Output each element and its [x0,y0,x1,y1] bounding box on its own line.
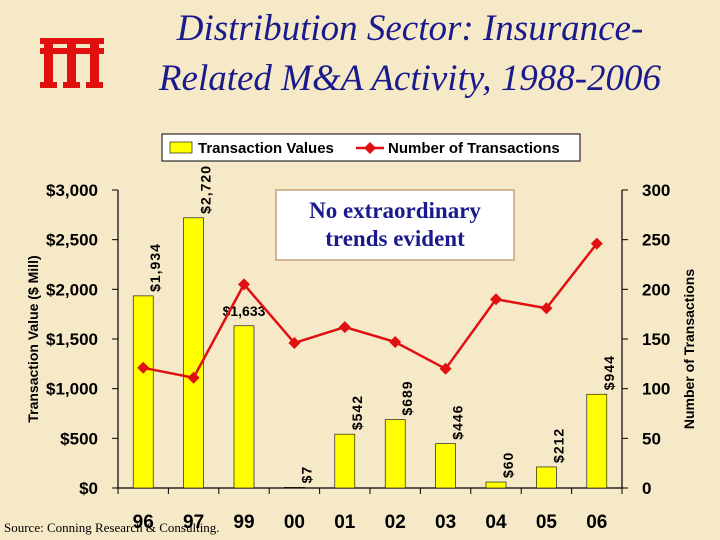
callout-box: No extraordinary trends evident [275,189,515,261]
x-tick-label: 97 [183,512,204,533]
right-tick-label: 100 [642,380,670,399]
title-line-2: Related M&A Activity, 1988-2006 [158,58,662,99]
legend: Transaction Values Number of Transactions [161,133,581,162]
logo-icon [40,38,104,88]
transactions-line [142,242,598,380]
legend-bar-label: Transaction Values [198,140,334,157]
transactions-point-05 [540,302,553,315]
legend-line-label: Number of Transactions [388,140,560,157]
left-axis-title: Transaction Value ($ Mill) [25,255,41,422]
bar-97 [183,217,204,489]
callout-line-1: No extraordinary [309,198,481,223]
right-tick-label: 150 [642,330,670,349]
callout-line-2: trends evident [325,226,465,251]
left-tick-label: $2,500 [46,231,98,250]
bar-02 [384,419,406,489]
bar-label-99: $1,633 [223,303,266,319]
x-tick-label: 06 [586,512,607,533]
x-tick-label: 96 [133,512,154,533]
left-tick-label: $0 [79,479,98,498]
transactions-point-04 [490,293,502,306]
transactions-point-99 [238,278,250,291]
bar-value-labels: $1,934 $2,720 $1,633 $7 $542 $689 $446 $60 $212 $… [147,165,617,483]
bar-99 [233,325,255,489]
x-tick-label: 05 [536,512,558,533]
left-tick-label: $500 [60,429,98,448]
bar-label-96: $1,934 [147,243,163,292]
bar-00 [284,487,305,489]
source-note: Source: Conning Research & Consulting. [4,520,220,535]
page-title: Distribution Sector: Insurance- Related … [110,4,710,104]
right-tick-label: 50 [642,429,661,448]
callout-frame [275,189,515,261]
title-line-1: Distribution Sector: Insurance- [176,8,644,49]
bar-label-02: $689 [399,380,415,415]
x-tick-label: 01 [334,512,356,533]
transactions-point-96 [137,361,150,374]
bar-label-06: $944 [601,355,617,390]
bar-03 [435,443,456,489]
tick-labels: $0$500$1,000$1,500$2,000$2,500$3,0000501… [25,181,697,533]
transactions-point-97 [187,371,200,384]
left-tick-label: $3,000 [46,181,98,200]
bar-label-01: $542 [349,395,365,430]
bar-label-05: $212 [550,428,566,463]
x-tick-label: 03 [435,512,456,533]
bar-04 [485,481,507,489]
bar-label-04: $60 [500,452,516,478]
legend-line-marker [364,142,376,154]
x-tick-label: 04 [485,512,507,533]
right-tick-label: 300 [642,181,670,200]
bar-label-00: $7 [298,466,314,484]
x-tick-label: 99 [233,512,254,533]
right-tick-label: 0 [642,479,651,498]
legend-bar-swatch [169,141,193,154]
right-tick-label: 200 [642,280,670,299]
bar-series [132,217,608,489]
transactions-point-03 [439,362,452,375]
bar-01 [334,433,356,489]
left-tick-label: $1,000 [46,380,98,399]
bar-05 [536,466,557,489]
x-tick-label: 02 [385,512,406,533]
right-axis-title: Number of Transactions [681,269,697,429]
bar-label-97: $2,720 [198,165,214,214]
bar-06 [586,393,608,489]
transactions-point-01 [338,321,351,334]
left-tick-label: $1,500 [46,330,98,349]
x-tick-label: 00 [284,512,305,533]
bar-96 [132,295,154,489]
transactions-point-06 [590,237,603,250]
left-tick-label: $2,000 [46,280,98,299]
transactions-point-02 [389,335,402,348]
line-series [137,237,603,384]
bar-label-03: $446 [450,405,466,440]
transactions-point-00 [288,336,301,349]
right-tick-label: 250 [642,231,670,250]
